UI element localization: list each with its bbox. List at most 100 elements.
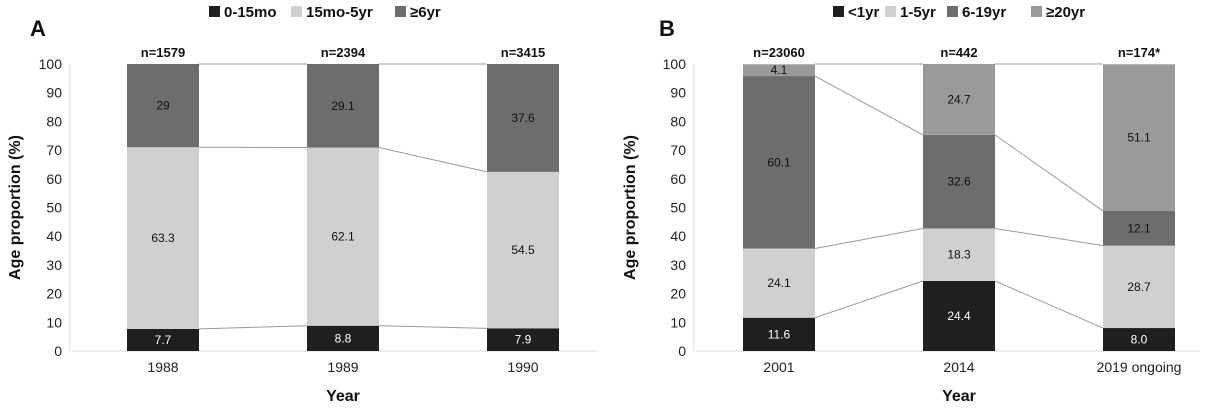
y-tick-label: 0 <box>54 343 62 359</box>
y-tick-label: 30 <box>670 257 686 273</box>
bar-segment <box>307 147 379 326</box>
chart-panel-a: A 0-15mo 15mo-5yr ≥6yr 0 10 20 30 40 50 60 70 80 90 10… <box>7 4 597 405</box>
data-label: 24.4 <box>947 309 971 323</box>
y-tick-label: 30 <box>46 257 62 273</box>
y-tick-label: 70 <box>670 142 686 158</box>
data-label: 62.1 <box>331 230 355 244</box>
y-tick-label: 100 <box>39 56 63 72</box>
sample-size-label: n=23060 <box>753 45 805 60</box>
y-tick-label: 0 <box>678 343 686 359</box>
series-connector-line <box>198 325 308 330</box>
data-label: 8.0 <box>1131 333 1148 347</box>
y-tick-label: 40 <box>670 228 686 244</box>
y-tick-label: 20 <box>46 286 62 302</box>
data-label: 32.6 <box>947 175 971 189</box>
data-label: 8.8 <box>335 331 352 345</box>
data-label: 29 <box>156 99 170 113</box>
series-connector-line <box>994 134 1104 212</box>
bar-segment <box>923 64 995 135</box>
bar-segment <box>1103 64 1175 211</box>
bar-segment <box>127 147 199 329</box>
series-connector-line <box>814 75 924 136</box>
sample-size-label: n=3415 <box>501 45 545 60</box>
legend-swatch <box>291 6 302 17</box>
legend-label: ≥6yr <box>410 4 441 21</box>
y-tick-label: 10 <box>46 314 62 330</box>
series-connector-line <box>378 147 488 173</box>
sample-size-label: n=442 <box>940 45 977 60</box>
legend-label: 15mo-5yr <box>306 4 373 21</box>
series-connector-line <box>378 325 488 329</box>
legend-swatch <box>1031 6 1042 17</box>
y-tick-label: 60 <box>670 171 686 187</box>
legend-swatch <box>833 6 844 17</box>
sample-size-label: n=2394 <box>321 45 366 60</box>
data-label: 29.1 <box>331 99 355 113</box>
legend-label: 0-15mo <box>224 4 277 21</box>
panel-label: B <box>659 16 675 41</box>
data-label: 4.1 <box>771 63 788 77</box>
data-label: 51.1 <box>1127 131 1151 145</box>
x-tick-label: 2014 <box>943 359 974 375</box>
legend-label: <1yr <box>848 4 879 21</box>
y-axis-title: Age proportion (%) <box>7 135 24 280</box>
legend-swatch <box>885 6 896 17</box>
bar-segment <box>487 328 559 351</box>
y-tick-label: 10 <box>670 314 686 330</box>
data-label: 11.6 <box>768 327 791 341</box>
data-label: 24.7 <box>947 92 971 106</box>
data-label: 37.6 <box>511 111 535 125</box>
data-label: 63.3 <box>151 231 175 245</box>
y-tick-label: 100 <box>663 56 687 72</box>
y-tick-label: 80 <box>46 113 62 129</box>
data-label: 60.1 <box>767 155 791 169</box>
data-label: 7.9 <box>515 333 532 347</box>
y-tick-label: 50 <box>670 200 686 216</box>
bar-segment <box>127 328 199 351</box>
x-tick-label: 2001 <box>763 359 794 375</box>
data-label: 12.1 <box>1127 221 1151 235</box>
data-label: 18.3 <box>947 248 971 262</box>
legend-label: ≥20yr <box>1046 4 1085 21</box>
bar-segment <box>127 64 199 148</box>
chart-panel-b: B <1yr 1-5yr 6-19yr ≥20yr 0 10 20 30 40 50 60 70 80 90… <box>622 4 1200 405</box>
data-label: 54.5 <box>511 243 535 257</box>
bar-segment <box>307 325 379 351</box>
series-connector-line <box>814 280 924 319</box>
bar-segment <box>923 134 995 229</box>
bar-segment <box>1103 328 1175 351</box>
sample-size-label: n=1579 <box>141 45 185 60</box>
bar-segment <box>923 280 995 351</box>
series-connector-line <box>994 227 1104 247</box>
series-connector-line <box>814 227 924 250</box>
data-label: 7.7 <box>155 333 172 347</box>
x-axis-title: Year <box>942 388 976 405</box>
y-tick-label: 60 <box>46 171 62 187</box>
series-connector-line <box>994 280 1104 329</box>
y-axis-title: Age proportion (%) <box>622 135 639 280</box>
x-tick-label: 1989 <box>327 359 358 375</box>
legend-label: 6-19yr <box>962 4 1006 21</box>
bar-segment <box>743 64 815 77</box>
legend-swatch <box>209 6 220 17</box>
y-tick-label: 90 <box>46 85 62 101</box>
bar-segment <box>743 317 815 351</box>
bar-segment <box>307 64 379 148</box>
sample-size-label: n=174* <box>1118 45 1161 60</box>
bar-segment <box>487 64 559 172</box>
y-tick-label: 90 <box>670 85 686 101</box>
x-axis-title: Year <box>326 388 360 405</box>
x-tick-label: 2019 ongoing <box>1097 359 1182 375</box>
bar-segment <box>923 228 995 281</box>
legend-swatch <box>395 6 406 17</box>
y-tick-label: 20 <box>670 286 686 302</box>
y-tick-label: 70 <box>46 142 62 158</box>
y-tick-label: 50 <box>46 200 62 216</box>
x-tick-label: 1988 <box>147 359 178 375</box>
y-tick-label: 80 <box>670 113 686 129</box>
bar-segment <box>1103 210 1175 246</box>
data-label: 24.1 <box>767 276 791 290</box>
bar-segment <box>1103 245 1175 329</box>
